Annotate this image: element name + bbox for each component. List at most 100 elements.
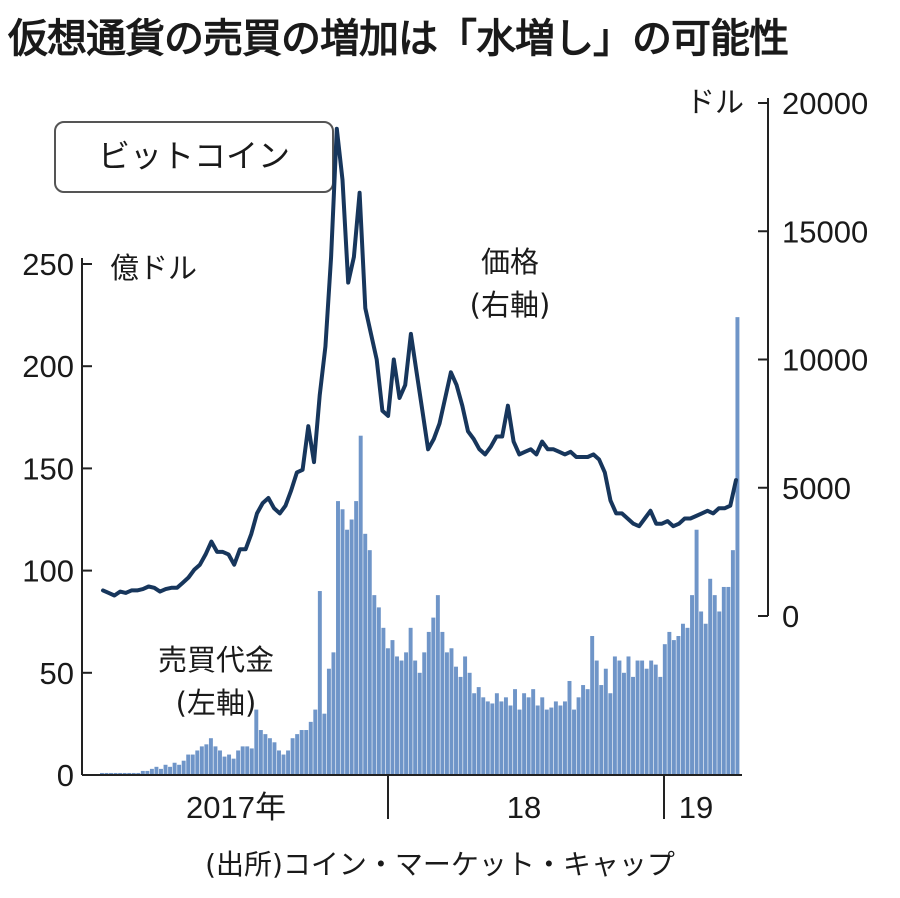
volume-bar bbox=[267, 738, 272, 775]
volume-bar bbox=[626, 656, 631, 775]
volume-bar bbox=[526, 697, 531, 775]
volume-bar bbox=[658, 676, 663, 775]
left-tick-label: 200 bbox=[22, 349, 74, 384]
volume-bar bbox=[354, 501, 359, 775]
right-tick-label: 10000 bbox=[782, 343, 868, 378]
volume-bar bbox=[317, 591, 322, 775]
volume-bar bbox=[236, 750, 241, 775]
volume-bar bbox=[313, 709, 318, 775]
volume-bar bbox=[213, 746, 218, 775]
volume-series-axis-note: (左軸) bbox=[176, 686, 257, 720]
volume-bar bbox=[413, 660, 418, 775]
volume-bar bbox=[159, 768, 163, 775]
volume-bar bbox=[372, 595, 377, 775]
volume-bar bbox=[431, 617, 436, 775]
volume-bar bbox=[444, 652, 449, 775]
volume-bar bbox=[249, 748, 254, 775]
price-series-label: 価格 bbox=[481, 245, 539, 279]
volume-bar bbox=[463, 656, 468, 775]
volume-bar bbox=[576, 697, 581, 775]
volume-bar bbox=[422, 652, 427, 775]
volume-bar bbox=[435, 595, 440, 775]
volume-bar bbox=[485, 701, 490, 775]
x-label-18: 18 bbox=[507, 790, 541, 825]
volume-bar bbox=[540, 697, 545, 775]
volume-bar bbox=[385, 648, 390, 775]
volume-bar bbox=[349, 519, 354, 775]
legend-box-frame bbox=[54, 121, 334, 193]
volume-bar bbox=[304, 730, 309, 775]
volume-bar bbox=[676, 636, 681, 775]
volume-bar bbox=[281, 754, 286, 775]
volume-bars bbox=[100, 317, 740, 775]
volume-bar bbox=[199, 746, 204, 775]
right-tick-label: 15000 bbox=[782, 214, 868, 249]
volume-bar bbox=[308, 721, 313, 775]
volume-bar bbox=[458, 676, 463, 775]
axes bbox=[81, 98, 769, 819]
volume-bar bbox=[404, 652, 409, 775]
volume-bar bbox=[345, 529, 350, 775]
volume-bar bbox=[417, 672, 422, 775]
volume-bar bbox=[286, 750, 291, 775]
volume-bar bbox=[490, 703, 495, 775]
volume-bar bbox=[553, 701, 558, 775]
volume-bar bbox=[131, 772, 136, 775]
volume-bar bbox=[408, 627, 413, 775]
volume-bar bbox=[558, 705, 563, 775]
volume-bar bbox=[581, 685, 586, 775]
volume-bar bbox=[231, 758, 236, 775]
volume-bar bbox=[594, 660, 599, 775]
volume-bar bbox=[204, 744, 209, 775]
volume-bar bbox=[449, 648, 454, 775]
volume-bar bbox=[367, 550, 372, 775]
volume-bar bbox=[635, 660, 640, 775]
legend-box-label: ビットコイン bbox=[98, 137, 290, 175]
volume-bar bbox=[277, 750, 281, 775]
volume-bar bbox=[499, 701, 504, 775]
tick-labels: 0 50 100 150 200 250 0 5000 10000 15000 20000 bbox=[22, 86, 868, 793]
volume-bar bbox=[331, 652, 336, 775]
volume-bar bbox=[322, 713, 327, 775]
volume-bar bbox=[340, 509, 345, 775]
volume-bar bbox=[472, 693, 477, 775]
volume-bar bbox=[667, 631, 672, 775]
volume-bar bbox=[326, 668, 331, 775]
volume-bar bbox=[562, 701, 567, 775]
volume-bar bbox=[662, 644, 667, 775]
volume-bar bbox=[621, 672, 626, 775]
x-label-19: 19 bbox=[679, 790, 713, 825]
chart-title: 仮想通貨の売買の増加は「水増し」の可能性 bbox=[8, 16, 789, 62]
volume-bar bbox=[181, 760, 186, 775]
volume-bar bbox=[263, 734, 268, 775]
volume-bar bbox=[617, 660, 622, 775]
volume-bar bbox=[572, 709, 576, 775]
volume-bar bbox=[208, 738, 213, 775]
volume-bar bbox=[363, 533, 368, 775]
volume-bar bbox=[426, 631, 431, 775]
left-tick-label: 50 bbox=[40, 656, 74, 691]
volume-bar bbox=[549, 707, 554, 775]
volume-bar bbox=[590, 636, 595, 775]
volume-bar bbox=[730, 550, 735, 775]
volume-bar bbox=[172, 762, 177, 775]
volume-bar bbox=[136, 772, 141, 775]
volume-bar bbox=[113, 772, 118, 775]
volume-series-label: 売買代金 bbox=[158, 643, 274, 677]
volume-bar bbox=[494, 693, 499, 775]
volume-bar bbox=[336, 501, 340, 775]
volume-bar bbox=[109, 772, 114, 775]
left-tick-label: 100 bbox=[22, 554, 74, 589]
volume-bar bbox=[127, 772, 132, 775]
volume-bar bbox=[399, 660, 404, 775]
volume-bar bbox=[712, 595, 717, 775]
right-tick-label: 5000 bbox=[782, 471, 851, 506]
price-series-axis-note: (右軸) bbox=[470, 288, 551, 322]
volume-bar bbox=[567, 680, 572, 775]
volume-bar bbox=[272, 742, 277, 775]
right-tick-label: 0 bbox=[782, 599, 799, 634]
volume-bar bbox=[154, 766, 159, 775]
volume-bar bbox=[440, 631, 445, 775]
volume-bar bbox=[222, 756, 227, 775]
right-tick-label: 20000 bbox=[782, 86, 868, 121]
